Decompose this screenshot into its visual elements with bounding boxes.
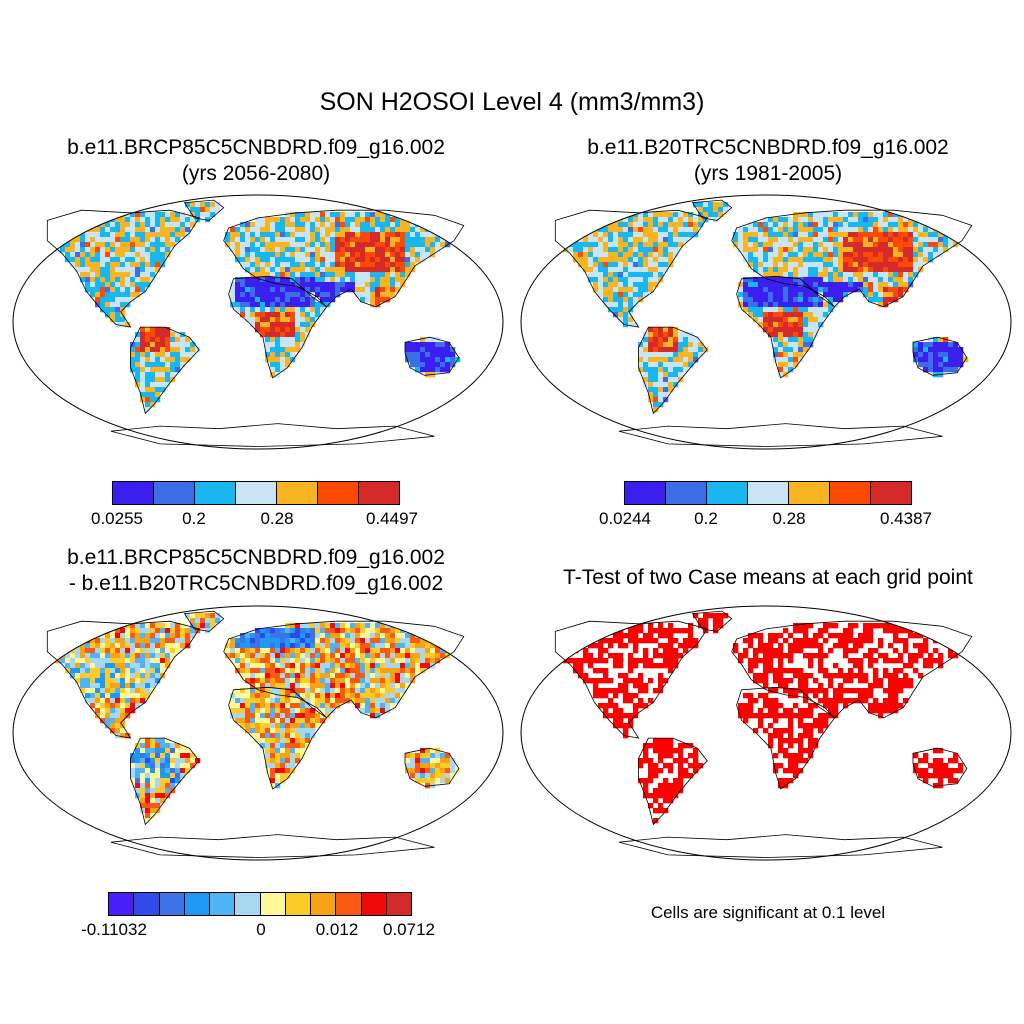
coastline-africa: [736, 686, 836, 790]
coastline-africa: [228, 275, 328, 379]
panel2-tick-label: 0.4387: [880, 509, 932, 528]
panel2-tick-label: 0.2: [694, 509, 718, 528]
panel3-colorbar: [108, 892, 412, 916]
colorbar-swatch: [318, 482, 359, 504]
panel2-tick-label: 0.0244: [599, 509, 651, 528]
panel3-tick-label: -0.11032: [81, 920, 147, 939]
coastline-southAmerica: [130, 326, 200, 415]
colorbar-swatch: [359, 482, 399, 504]
panel1-title-line1: b.e11.BRCP85C5CNBDRD.f09_g16.002: [67, 136, 445, 159]
coastline-antarctica: [110, 834, 435, 858]
coastline-africa: [736, 275, 836, 379]
panel1-title-line2: (yrs 2056-2080): [181, 162, 331, 185]
map-projection-border: [520, 194, 1012, 450]
map-projection-border: [12, 194, 504, 450]
panel2-title-line2: (yrs 1981-2005): [693, 162, 843, 185]
coastline-antarctica: [618, 834, 943, 858]
colorbar-swatch: [386, 893, 411, 915]
coastline-eurasia: [731, 620, 973, 719]
colorbar-swatch: [830, 482, 871, 504]
coastline-southAmerica: [638, 326, 708, 415]
colorbar-swatch: [134, 893, 160, 915]
coastline-greenland: [691, 199, 733, 221]
panel4-title-line1: T-Test of two Case means at each grid po…: [563, 566, 973, 589]
colorbar-swatch: [871, 482, 911, 504]
panel1-title: b.e11.BRCP85C5CNBDRD.f09_g16.002 (yrs 20…: [0, 135, 512, 187]
colorbar-swatch: [707, 482, 748, 504]
panel4-significance-note: Cells are significant at 0.1 level: [650, 903, 886, 922]
coastline-australia: [912, 747, 968, 787]
coastline-southAmerica: [130, 737, 200, 826]
panel4-world-map: [520, 605, 1012, 861]
colorbar-swatch: [195, 482, 236, 504]
colorbar-swatch: [336, 893, 362, 915]
colorbar-swatch: [277, 482, 318, 504]
map-data-cells: [45, 613, 461, 824]
coastline-eurasia: [223, 620, 465, 719]
panel1-colorbar: [112, 481, 400, 505]
coastline-antarctica: [618, 423, 943, 447]
coastline-eurasia: [223, 209, 465, 308]
coastline-northAmerica: [554, 209, 708, 328]
coastline-greenland: [691, 610, 733, 632]
panel2-tick-label: 0.28: [772, 509, 806, 528]
coastline-eurasia: [731, 209, 973, 308]
colorbar-swatch: [235, 893, 261, 915]
panel2-title: b.e11.B20TRC5CNBDRD.f09_g16.002 (yrs 198…: [512, 135, 1024, 187]
colorbar-swatch: [260, 893, 286, 915]
panel1-tick-label: 0.4497: [366, 509, 418, 528]
panel2-colorbar: [624, 481, 912, 505]
panel2-world-map: [520, 194, 1012, 450]
colorbar-swatch: [789, 482, 830, 504]
colorbar-swatch: [210, 893, 236, 915]
colorbar-swatch: [184, 893, 210, 915]
coastline-southAmerica: [638, 737, 708, 826]
panel1-world-map: [12, 194, 504, 450]
panel3-title-line1: b.e11.BRCP85C5CNBDRD.f09_g16.002: [67, 546, 445, 569]
coastline-australia: [404, 336, 460, 376]
panel3-world-map: [12, 605, 504, 861]
panel1-tick-label: 0.28: [260, 509, 294, 528]
panel3-title: b.e11.BRCP85C5CNBDRD.f09_g16.002 - b.e11…: [0, 545, 512, 597]
colorbar-swatch: [109, 893, 135, 915]
panel3-tick-label: 0: [256, 920, 266, 939]
panel2-title-line1: b.e11.B20TRC5CNBDRD.f09_g16.002: [587, 136, 949, 159]
colorbar-swatch: [159, 893, 185, 915]
colorbar-swatch: [748, 482, 789, 504]
panel4-title: T-Test of two Case means at each grid po…: [512, 565, 1024, 591]
panel3-tick-label: 0.012: [315, 920, 359, 939]
colorbar-swatch: [285, 893, 311, 915]
panel3-tick-label: 0.0712: [383, 920, 435, 939]
main-title: SON H2OSOI Level 4 (mm3/mm3): [319, 88, 705, 116]
panel1-tick-label: 0.2: [182, 509, 206, 528]
coastline-africa: [228, 686, 328, 790]
coastline-northAmerica: [46, 209, 200, 328]
colorbar-swatch: [361, 893, 387, 915]
panel3-title-line2: - b.e11.B20TRC5CNBDRD.f09_g16.002: [68, 572, 444, 595]
panel1-tick-label: 0.0255: [91, 509, 143, 528]
map-projection-border: [520, 605, 1012, 861]
coastline-greenland: [183, 199, 225, 221]
map-data-cells: [553, 613, 969, 824]
coastline-australia: [404, 747, 460, 787]
colorbar-swatch: [311, 893, 337, 915]
coastline-northAmerica: [554, 620, 708, 739]
colorbar-swatch: [236, 482, 277, 504]
coastline-australia: [912, 336, 968, 376]
map-projection-border: [12, 605, 504, 861]
colorbar-swatch: [154, 482, 195, 504]
map-data-cells: [45, 202, 461, 413]
map-data-cells: [553, 202, 969, 413]
colorbar-swatch: [666, 482, 707, 504]
coastline-antarctica: [110, 423, 435, 447]
colorbar-swatch: [113, 482, 154, 504]
coastline-greenland: [183, 610, 225, 632]
coastline-northAmerica: [46, 620, 200, 739]
colorbar-swatch: [625, 482, 666, 504]
